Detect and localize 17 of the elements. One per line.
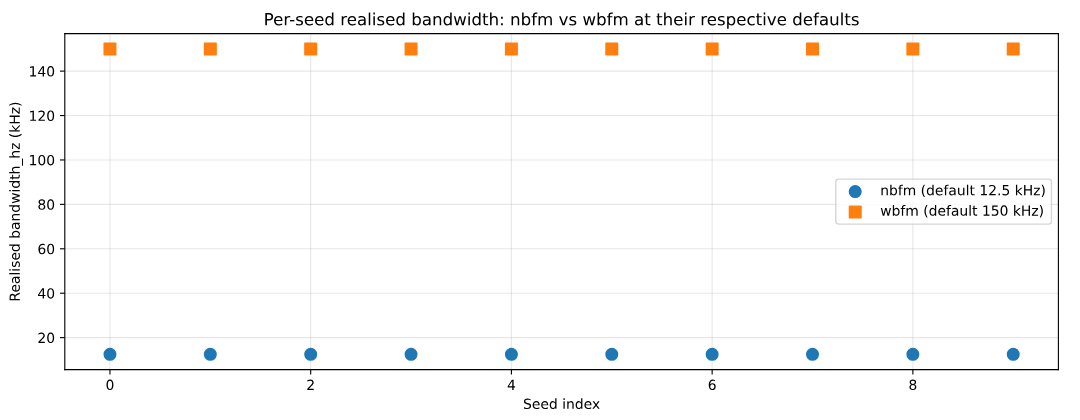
y-tick-label: 120 [30,110,55,122]
x-axis-title: Seed index [523,398,600,410]
y-axis-title: Realised bandwidth_hz (kHz) [9,102,24,301]
x-tick-label: 8 [909,379,917,391]
x-tick-label: 6 [708,379,716,391]
x-tick-label: 0 [106,379,114,391]
y-tick-label: 20 [38,332,55,344]
y-tick-label: 60 [38,243,55,255]
y-tick-label: 140 [30,66,55,77]
x-tick-label: 2 [307,379,314,390]
chart-title: Per-seed realised bandwidth: nbfm vs wbfm at their respective defaults [265,12,859,29]
y-tick-label: 40 [38,288,55,299]
y-tick-label: 100 [30,154,55,166]
x-tick-label: 4 [507,379,516,390]
y-tick-label: 80 [38,199,55,210]
legend-label: wbfm (default 150 kHz) [880,205,1043,218]
legend-label: nbfm (default 12.5 kHz) [881,184,1045,198]
